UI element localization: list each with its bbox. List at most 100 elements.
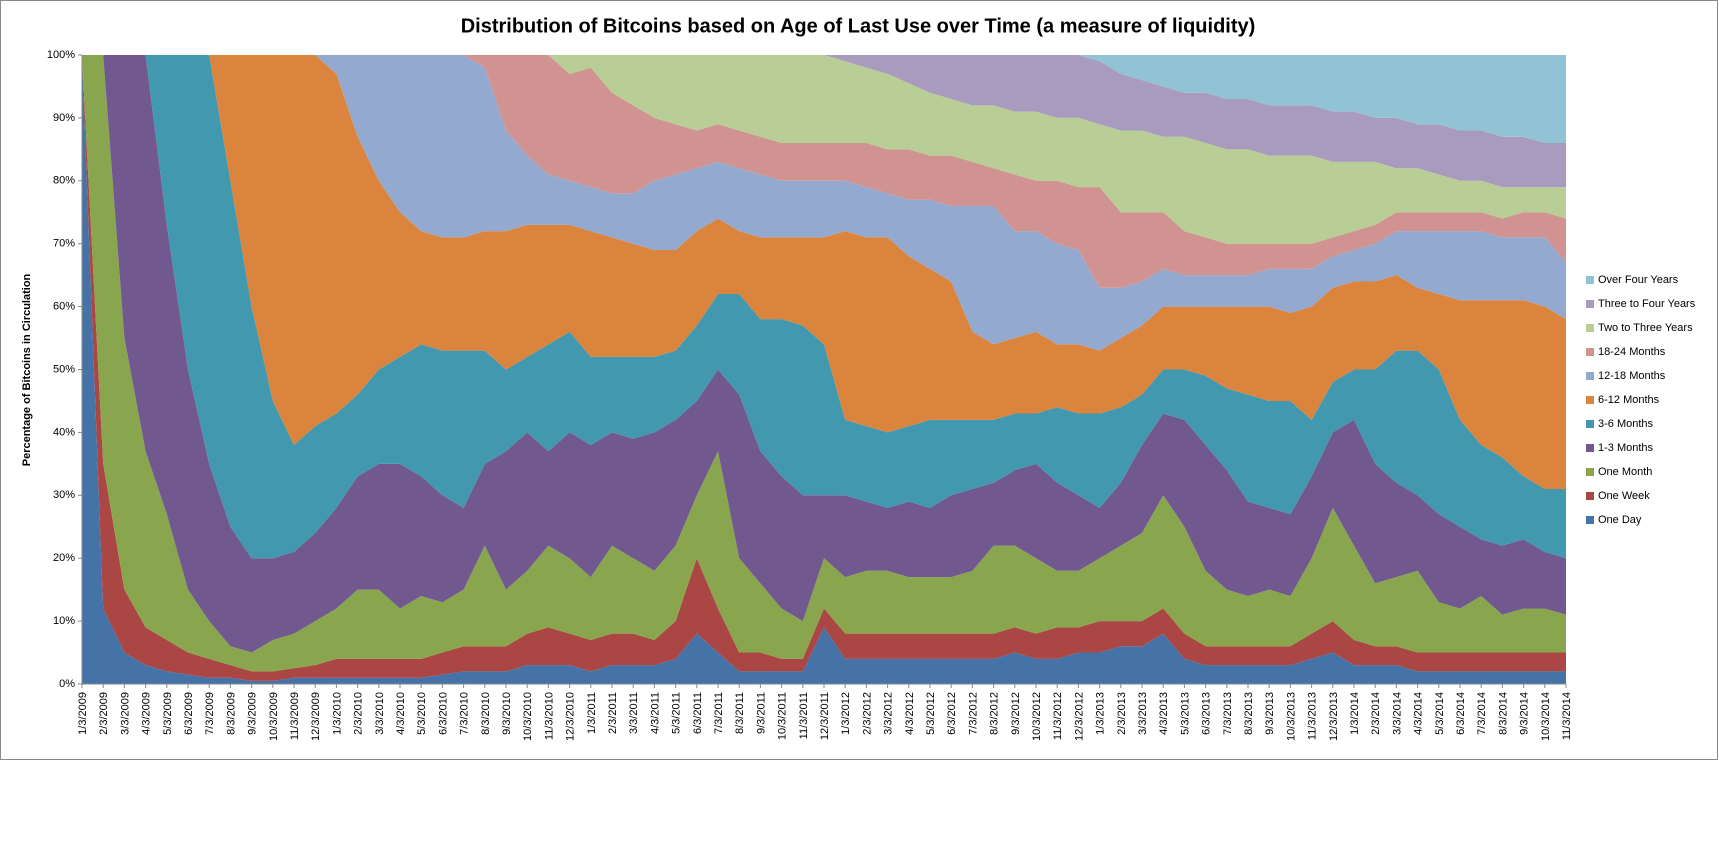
x-tick-label: 12/3/2012: [1073, 692, 1085, 741]
legend-swatch: [1586, 516, 1594, 524]
y-tick-label: 70%: [53, 238, 75, 250]
legend-swatch: [1586, 396, 1594, 404]
x-tick-label: 9/3/2011: [755, 692, 767, 734]
area: [82, 55, 1566, 559]
legend-label: One Month: [1598, 466, 1652, 478]
x-tick-label: 5/3/2011: [671, 692, 683, 734]
legend-label: 1-3 Months: [1598, 442, 1654, 454]
legend-swatch: [1586, 324, 1594, 332]
legend-swatch: [1586, 348, 1594, 356]
legend-swatch: [1586, 444, 1594, 452]
legend-label: 3-6 Months: [1598, 418, 1654, 430]
x-tick-label: 6/3/2009: [183, 692, 195, 735]
legend-label: 12-18 Months: [1598, 370, 1666, 382]
x-tick-label: 11/3/2012: [1052, 692, 1064, 740]
x-tick-label: 7/3/2010: [459, 692, 471, 735]
x-tick-label: 2/3/2011: [607, 692, 619, 734]
area: [82, 55, 1566, 244]
x-tick-label: 2/3/2009: [98, 692, 110, 735]
y-tick-label: 60%: [53, 301, 75, 313]
y-tick-label: 0%: [59, 678, 75, 690]
x-tick-label: 10/3/2012: [1031, 692, 1043, 741]
x-tick-label: 7/3/2009: [204, 692, 216, 735]
x-tick-label: 4/3/2009: [141, 692, 153, 735]
y-tick-label: 50%: [53, 363, 75, 375]
x-tick-label: 4/3/2010: [395, 692, 407, 735]
x-tick-label: 11/3/2013: [1307, 692, 1319, 740]
x-tick-label: 10/3/2011: [777, 692, 789, 740]
x-tick-label: 2/3/2013: [1116, 692, 1128, 735]
x-tick-label: 4/3/2014: [1413, 692, 1425, 735]
legend-swatch: [1586, 468, 1594, 476]
y-tick-label: 10%: [53, 615, 75, 627]
x-tick-label: 1/3/2012: [840, 692, 852, 735]
legend-swatch: [1586, 300, 1594, 308]
x-tick-label: 6/3/2013: [1201, 692, 1213, 735]
x-tick-label: 6/3/2014: [1455, 692, 1467, 735]
x-tick-label: 12/3/2010: [565, 692, 577, 741]
y-tick-label: 100%: [47, 49, 75, 61]
x-tick-label: 11/3/2010: [543, 692, 555, 740]
x-tick-label: 11/3/2009: [289, 692, 301, 740]
area: [82, 55, 1566, 144]
area: [82, 55, 1566, 288]
x-tick-label: 7/3/2011: [713, 692, 725, 734]
area: [82, 55, 1566, 672]
legend-label: 6-12 Months: [1598, 394, 1660, 406]
x-tick-label: 7/3/2013: [1222, 692, 1234, 735]
x-tick-label: 3/3/2010: [374, 692, 386, 735]
x-tick-label: 9/3/2009: [247, 692, 259, 735]
legend-swatch: [1586, 492, 1594, 500]
legend-label: Over Four Years: [1598, 274, 1679, 286]
x-tick-label: 12/3/2013: [1328, 692, 1340, 741]
x-tick-label: 5/3/2013: [1179, 692, 1191, 735]
y-tick-label: 30%: [53, 489, 75, 501]
x-tick-label: 10/3/2013: [1285, 692, 1297, 741]
x-tick-label: 2/3/2012: [861, 692, 873, 735]
legend-label: 18-24 Months: [1598, 346, 1666, 358]
area: [82, 55, 1566, 351]
y-tick-label: 40%: [53, 426, 75, 438]
x-tick-label: 5/3/2009: [162, 692, 174, 735]
area: [82, 55, 1566, 653]
x-tick-label: 3/3/2013: [1137, 692, 1149, 735]
x-tick-label: 8/3/2010: [480, 692, 492, 735]
legend-label: Two to Three Years: [1598, 322, 1693, 334]
x-tick-label: 1/3/2009: [77, 692, 89, 735]
x-tick-label: 6/3/2011: [692, 692, 704, 734]
x-tick-label: 12/3/2009: [310, 692, 322, 741]
legend-swatch: [1586, 276, 1594, 284]
x-tick-label: 4/3/2013: [1158, 692, 1170, 735]
x-tick-label: 10/3/2009: [268, 692, 280, 741]
x-tick-label: 1/3/2010: [331, 692, 343, 735]
x-tick-label: 9/3/2012: [1010, 692, 1022, 735]
x-tick-label: 8/3/2011: [734, 692, 746, 734]
x-tick-label: 3/3/2012: [883, 692, 895, 735]
x-tick-label: 2/3/2014: [1370, 692, 1382, 735]
x-tick-label: 7/3/2012: [967, 692, 979, 735]
x-tick-label: 7/3/2014: [1476, 692, 1488, 735]
area: [82, 55, 1566, 188]
x-tick-label: 4/3/2012: [904, 692, 916, 735]
x-tick-label: 1/3/2014: [1349, 692, 1361, 735]
legend-swatch: [1586, 372, 1594, 380]
legend-label: One Day: [1598, 514, 1642, 526]
y-tick-label: 80%: [53, 175, 75, 187]
x-tick-label: 11/3/2014: [1561, 692, 1573, 740]
y-axis-label: Percentage of Bitcoins in Circulation: [21, 273, 33, 466]
x-tick-label: 1/3/2013: [1095, 692, 1107, 735]
x-tick-label: 2/3/2010: [353, 692, 365, 735]
x-tick-label: 8/3/2014: [1497, 692, 1509, 735]
x-tick-label: 5/3/2014: [1434, 692, 1446, 735]
x-tick-label: 9/3/2010: [501, 692, 513, 735]
x-tick-label: 5/3/2012: [925, 692, 937, 735]
x-tick-label: 11/3/2011: [798, 692, 810, 739]
x-tick-label: 8/3/2013: [1243, 692, 1255, 735]
x-tick-label: 6/3/2012: [946, 692, 958, 735]
chart-title: Distribution of Bitcoins based on Age of…: [461, 15, 1256, 37]
x-tick-label: 10/3/2010: [522, 692, 534, 741]
x-tick-label: 6/3/2010: [437, 692, 449, 735]
x-tick-label: 8/3/2009: [225, 692, 237, 735]
x-tick-label: 1/3/2011: [586, 692, 598, 734]
